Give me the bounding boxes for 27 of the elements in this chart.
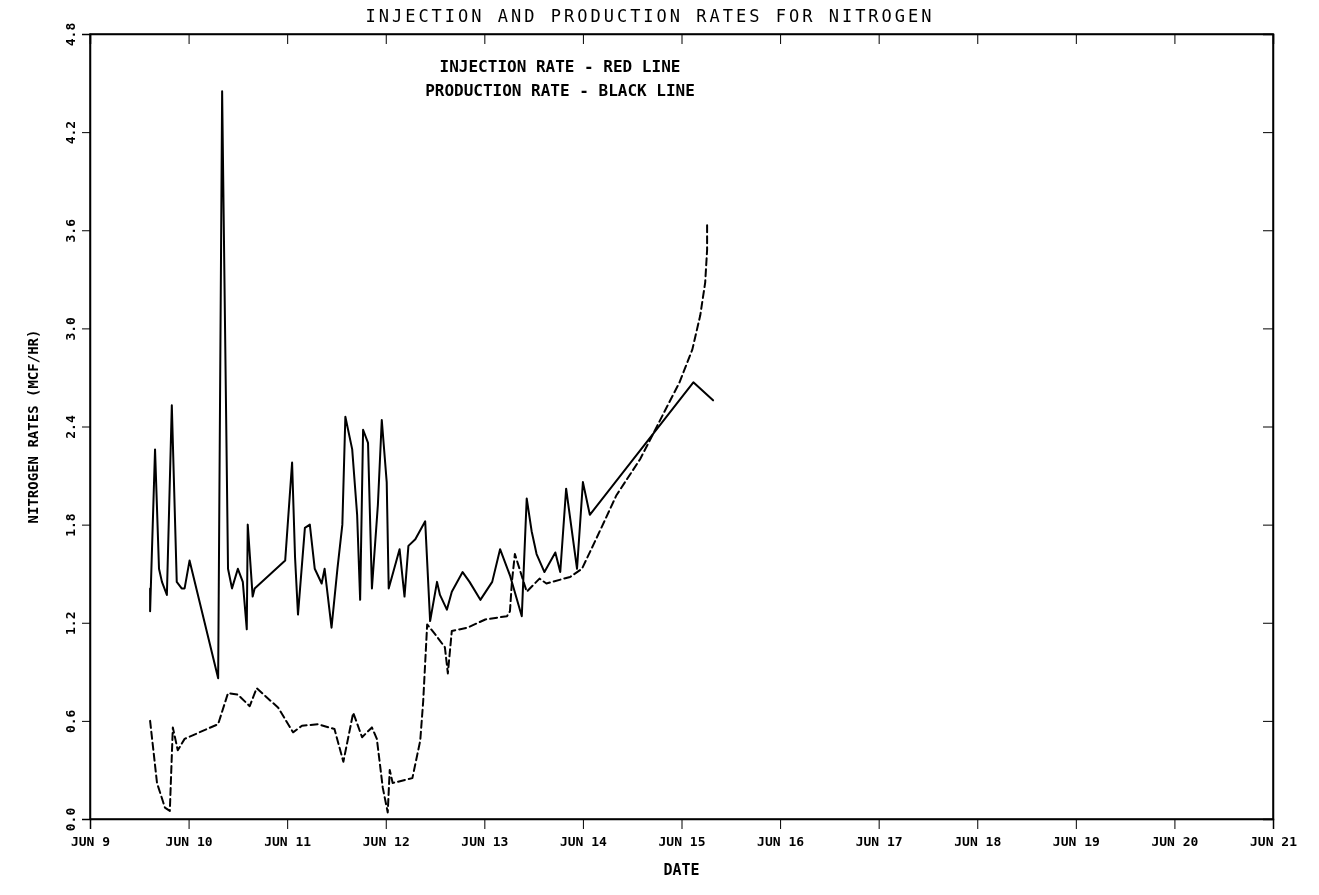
x-tick-label: JUN 16 <box>757 834 805 850</box>
x-tick-label: JUN 19 <box>1052 834 1100 850</box>
x-tick-label: JUN 13 <box>461 834 509 850</box>
y-tick-label: 3.6 <box>62 218 78 243</box>
x-tick-label: JUN 20 <box>1151 834 1199 850</box>
x-tick-label: JUN 12 <box>362 834 410 850</box>
y-tick-label: 0.0 <box>62 807 78 832</box>
annotation: PRODUCTION RATE - BLACK LINE <box>425 81 695 100</box>
y-tick-label: 0.6 <box>62 709 78 734</box>
annotation: INJECTION RATE - RED LINE <box>439 57 681 76</box>
y-tick-label: 1.8 <box>62 513 78 537</box>
y-tick-label: 4.2 <box>62 120 78 145</box>
x-tick-label: JUN 10 <box>165 834 213 850</box>
y-tick-label: 3.0 <box>62 316 78 341</box>
y-tick-label: 4.8 <box>62 22 78 47</box>
y-tick-label: 2.4 <box>62 415 78 439</box>
x-tick-label: JUN 18 <box>954 834 1002 850</box>
x-tick-label: JUN 17 <box>855 834 903 850</box>
x-tick-label: JUN 11 <box>264 834 312 850</box>
x-tick-label: JUN 15 <box>658 834 706 850</box>
x-axis-title: DATE <box>663 861 700 879</box>
x-tick-label: JUN 21 <box>1250 834 1298 850</box>
x-tick-label: JUN 9 <box>70 834 111 850</box>
x-tick-label: JUN 14 <box>559 834 608 850</box>
y-tick-label: 1.2 <box>62 611 78 635</box>
y-axis-title: NITROGEN RATES (MCF/HR) <box>25 329 41 524</box>
chart-title: INJECTION AND PRODUCTION RATES FOR NITROGEN <box>365 6 935 26</box>
